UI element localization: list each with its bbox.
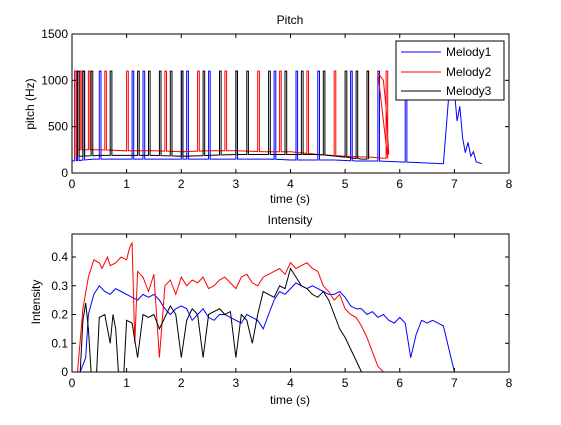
pitch-ylabel: pitch (Hz) xyxy=(23,78,37,129)
intensity-title: Intensity xyxy=(268,213,313,227)
intensity-xtick-label: 8 xyxy=(506,376,513,390)
intensity-xtick-label: 2 xyxy=(178,376,185,390)
intensity-subplot: Intensity time (s) Intensity 0 1 2 3 4 5 6 7 800… xyxy=(29,213,513,407)
pitch-xlabel: time (s) xyxy=(270,192,310,206)
intensity-ytick-label: 0.2 xyxy=(51,308,68,322)
pitch-ticks: 0 1 2 3 4 5 6 7 8 0 500 1000 1500 xyxy=(41,27,512,191)
intensity-ytick-label: 0.4 xyxy=(51,250,68,264)
intensity-xtick-label: 1 xyxy=(123,376,130,390)
intensity-xtick-label: 5 xyxy=(342,376,349,390)
pitch-xtick-label: 4 xyxy=(287,177,294,191)
legend-box xyxy=(395,40,505,101)
intensity-series-melody3 xyxy=(72,267,373,373)
intensity-xtick-label: 6 xyxy=(396,376,403,390)
pitch-title: Pitch xyxy=(277,13,304,27)
pitch-xtick-label: 5 xyxy=(342,177,349,191)
pitch-ytick-label: 1000 xyxy=(41,73,68,87)
pitch-xtick-label: 2 xyxy=(178,177,185,191)
intensity-ticks: 0 1 2 3 4 5 6 7 8 0 0.1 0.2 0.3 0.4 xyxy=(51,234,513,390)
pitch-subplot: Pitch time (s) pitch (Hz) 0 1 2 3 4 5 6 7 8 0 500 1… xyxy=(23,13,513,206)
legend-label-melody3: Melody3 xyxy=(446,84,492,98)
pitch-xtick-label: 1 xyxy=(123,177,130,191)
intensity-xtick-label: 7 xyxy=(451,376,458,390)
pitch-xtick-label: 6 xyxy=(396,177,403,191)
pitch-legend: Melody1 Melody2 Melody3 xyxy=(395,40,505,101)
intensity-ytick-label: 0 xyxy=(61,365,68,379)
legend-label-melody2: Melody2 xyxy=(446,65,492,79)
intensity-series-group xyxy=(72,242,482,373)
intensity-xtick-label: 4 xyxy=(287,376,294,390)
intensity-xtick-label: 0 xyxy=(69,376,76,390)
intensity-ytick-label: 0.3 xyxy=(51,279,68,293)
intensity-xlabel: time (s) xyxy=(270,393,310,407)
intensity-ytick-label: 0.1 xyxy=(51,336,68,350)
pitch-xtick-label: 8 xyxy=(506,177,513,191)
pitch-xtick-label: 3 xyxy=(233,177,240,191)
pitch-ytick-label: 0 xyxy=(61,166,68,180)
pitch-xtick-label: 0 xyxy=(69,177,76,191)
pitch-ytick-label: 500 xyxy=(48,120,68,134)
intensity-ylabel: Intensity xyxy=(29,280,43,325)
pitch-ytick-label: 1500 xyxy=(41,27,68,41)
intensity-xtick-label: 3 xyxy=(233,376,240,390)
pitch-series-melody3 xyxy=(77,70,370,160)
intensity-series-melody2 xyxy=(72,242,384,373)
legend-label-melody1: Melody1 xyxy=(446,45,492,59)
pitch-xtick-label: 7 xyxy=(451,177,458,191)
